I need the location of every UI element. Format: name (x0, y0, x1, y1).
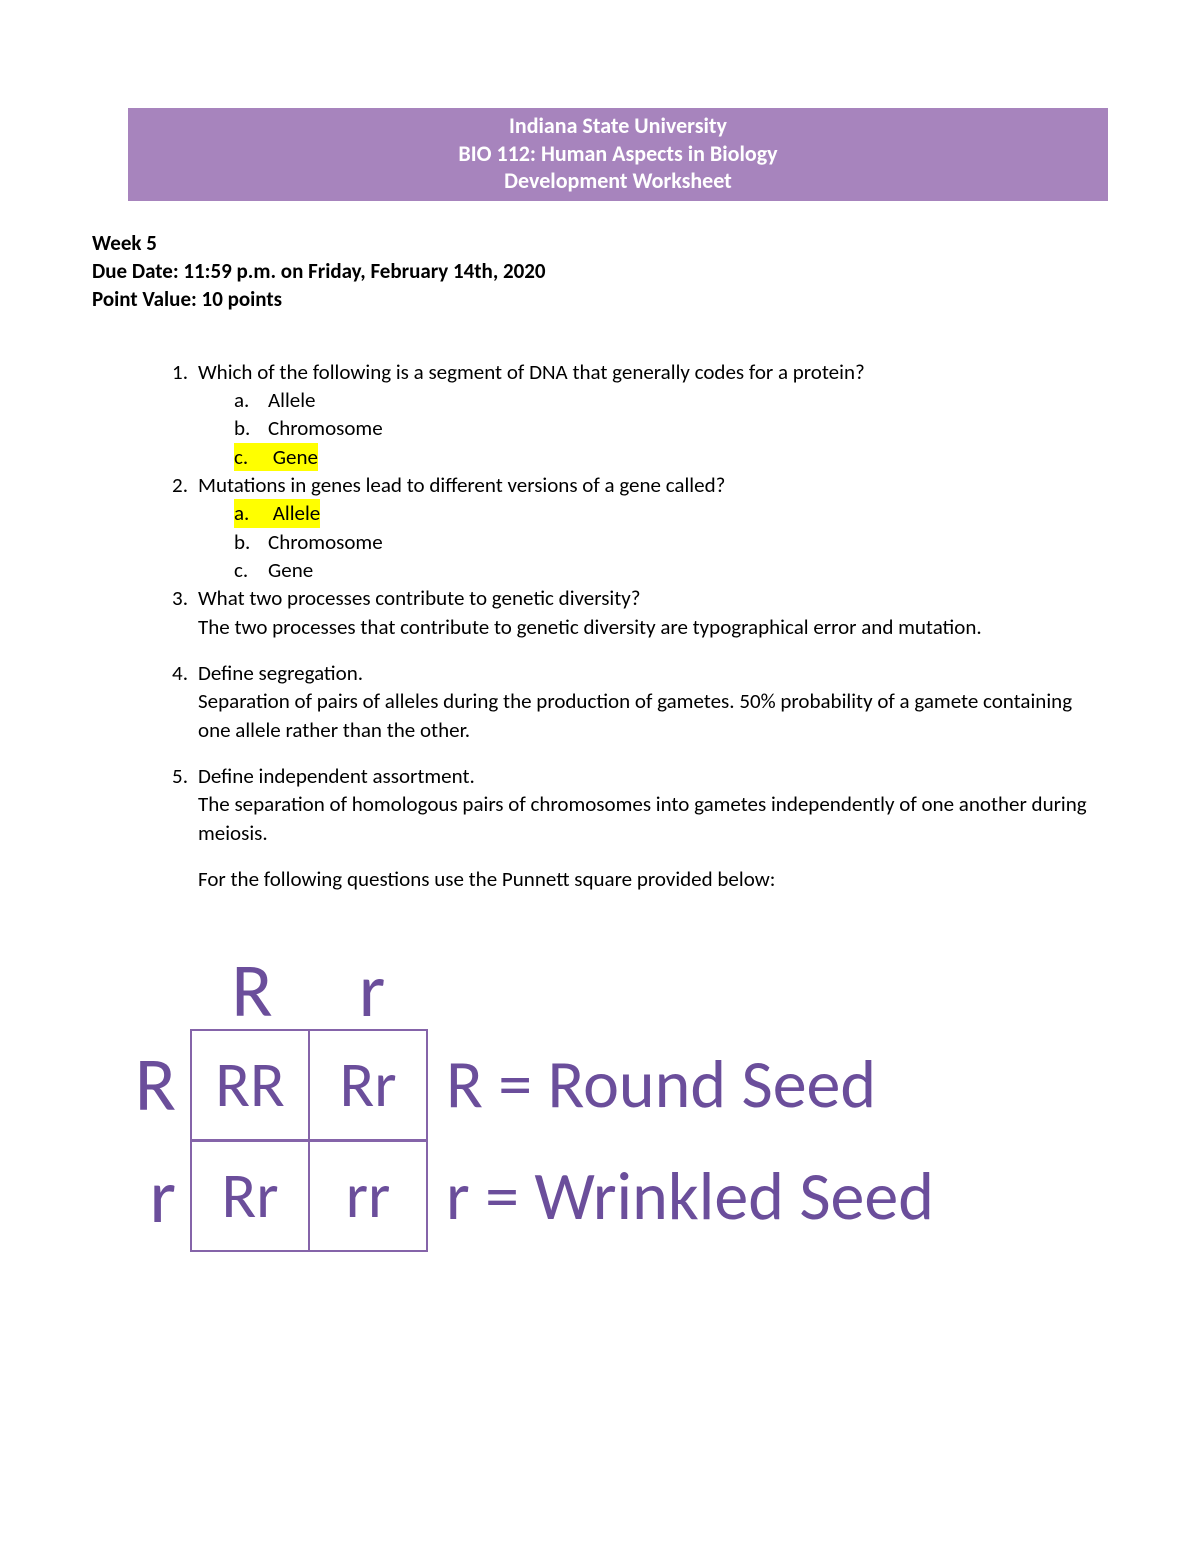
q2-a-text: Allele (273, 500, 321, 526)
q3-answer: The two processes that contribute to gen… (152, 613, 1108, 641)
punnett-cell-22: rr (308, 1140, 428, 1252)
punnett-cell-12: Rr (308, 1029, 428, 1141)
q2-a-letter: a. (234, 499, 268, 527)
week-label: Week 5 (92, 229, 1108, 257)
q1-text: Which of the following is a segment of D… (198, 358, 1108, 386)
questions-block: 1. Which of the following is a segment o… (92, 358, 1108, 894)
punnett-top-1: R (192, 953, 312, 1029)
q5-number: 5. (152, 762, 198, 790)
punnett-top-2: r (312, 953, 432, 1029)
q4-number: 4. (152, 659, 198, 687)
punnett-cell-21: Rr (190, 1140, 310, 1252)
q1-c-text: Gene (273, 444, 318, 470)
q1-option-c: c. Gene (234, 443, 1108, 471)
q1-c-letter: c. (234, 443, 268, 471)
q5-answer: The separation of homologous pairs of ch… (152, 790, 1108, 847)
q2-b-letter: b. (234, 528, 268, 556)
punnett-square: R r R RR Rr R = Round Seed r Rr rr r = W… (92, 933, 1108, 1253)
q3-number: 3. (152, 584, 198, 612)
q1-a-text: Allele (268, 386, 1108, 414)
banner-line-3: Development Worksheet (128, 167, 1108, 195)
question-2: 2. Mutations in genes lead to different … (152, 471, 1108, 499)
q3-text: What two processes contribute to genetic… (198, 584, 1108, 612)
punnett-cell-11: RR (190, 1029, 310, 1141)
q2-b-text: Chromosome (268, 528, 1108, 556)
q4-answer: Separation of pairs of alleles during th… (152, 687, 1108, 744)
q2-options: a. Allele b. Chromosome c. Gene (152, 499, 1108, 584)
q1-options: a. Allele b. Chromosome c. Gene (152, 386, 1108, 471)
q1-c-highlight: c. Gene (234, 443, 318, 471)
meta-block: Week 5 Due Date: 11:59 p.m. on Friday, F… (92, 229, 1108, 314)
q1-number: 1. (152, 358, 198, 386)
q2-option-c: c. Gene (234, 556, 1108, 584)
banner-line-2: BIO 112: Human Aspects in Biology (128, 140, 1108, 168)
q1-option-b: b. Chromosome (234, 414, 1108, 442)
question-3: 3. What two processes contribute to gene… (152, 584, 1108, 612)
q1-b-letter: b. (234, 414, 268, 442)
q5-text: Define independent assortment. (198, 762, 1108, 790)
banner-line-1: Indiana State University (128, 112, 1108, 140)
question-4: 4. Define segregation. (152, 659, 1108, 687)
q2-number: 2. (152, 471, 198, 499)
q1-option-a: a. Allele (234, 386, 1108, 414)
due-date-label: Due Date: 11:59 p.m. on Friday, February… (92, 257, 1108, 285)
punnett-side-1: R (92, 1047, 192, 1123)
punnett-side-2: r (92, 1159, 192, 1235)
punnett-row-2: r Rr rr r = Wrinkled Seed (92, 1141, 1108, 1253)
q2-a-highlight: a. Allele (234, 499, 320, 527)
punnett-instructions: For the following questions use the Punn… (152, 865, 1108, 893)
q2-c-letter: c. (234, 556, 268, 584)
punnett-row-1: R RR Rr R = Round Seed (92, 1029, 1108, 1141)
q2-c-text: Gene (268, 556, 1108, 584)
punnett-top-labels: R r (92, 933, 1108, 1029)
punnett-legend-1: R = Round Seed (428, 1051, 876, 1119)
q4-text: Define segregation. (198, 659, 1108, 687)
punnett-legend-2: r = Wrinkled Seed (428, 1163, 934, 1231)
question-5: 5. Define independent assortment. (152, 762, 1108, 790)
header-banner: Indiana State University BIO 112: Human … (128, 108, 1108, 201)
q1-a-letter: a. (234, 386, 268, 414)
worksheet-page: Indiana State University BIO 112: Human … (0, 0, 1200, 1313)
q2-option-b: b. Chromosome (234, 528, 1108, 556)
q2-option-a: a. Allele (234, 499, 1108, 527)
q1-b-text: Chromosome (268, 414, 1108, 442)
question-1: 1. Which of the following is a segment o… (152, 358, 1108, 386)
point-value-label: Point Value: 10 points (92, 285, 1108, 313)
q2-text: Mutations in genes lead to different ver… (198, 471, 1108, 499)
